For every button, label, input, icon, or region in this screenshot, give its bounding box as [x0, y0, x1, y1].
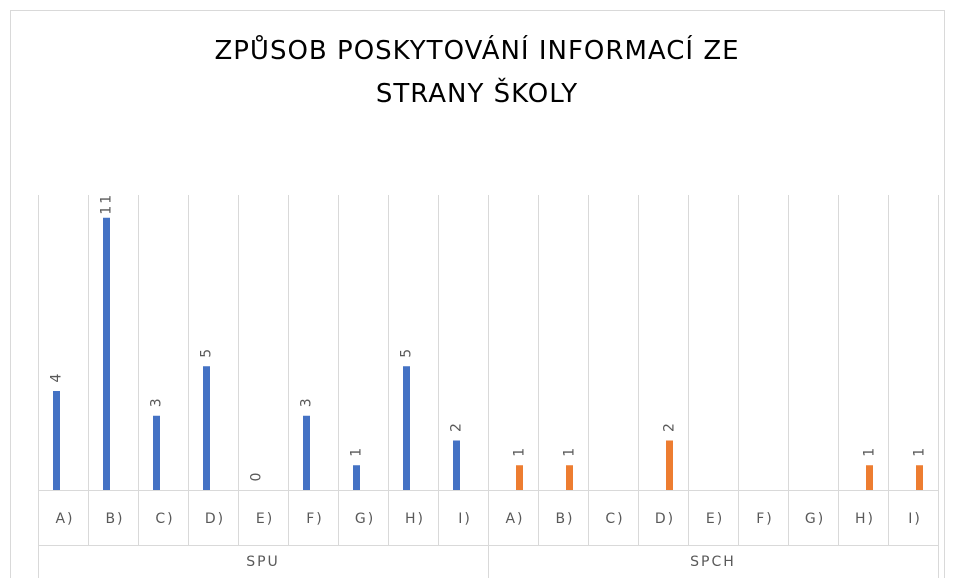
bar [403, 366, 410, 490]
bar [353, 465, 360, 490]
x-tick-label: E) [256, 511, 274, 527]
bar [666, 440, 673, 490]
x-tick-label: I) [908, 511, 922, 527]
bar [516, 465, 523, 490]
x-tick-label: F) [756, 511, 774, 527]
data-label: 3 [299, 396, 315, 407]
x-tick-label: H) [405, 511, 425, 527]
x-tick-label: A) [55, 511, 74, 527]
group-label: SPCH [690, 554, 736, 570]
chart-border [10, 10, 945, 578]
x-tick-label: B) [105, 511, 124, 527]
x-tick-label: D) [655, 511, 675, 527]
data-label: 0 [249, 471, 265, 482]
bar [103, 217, 110, 490]
x-tick-label: E) [706, 511, 724, 527]
data-label: 5 [199, 347, 215, 358]
data-label: 1 [912, 446, 928, 457]
data-label: 1 [512, 446, 528, 457]
x-tick-label: F) [306, 511, 324, 527]
bar [303, 415, 310, 490]
data-label: 5 [399, 347, 415, 358]
data-label: 1 [349, 446, 365, 457]
x-tick-label: G) [805, 511, 825, 527]
x-tick-label: D) [205, 511, 225, 527]
x-tick-label: A) [505, 511, 524, 527]
x-tick-label: B) [555, 511, 574, 527]
bar [153, 415, 160, 490]
data-label: 1 [862, 446, 878, 457]
group-label: SPU [246, 554, 280, 570]
data-label: 4 [49, 372, 65, 383]
data-label: 11 [99, 193, 115, 215]
data-label: 2 [662, 421, 678, 432]
data-label: 1 [562, 446, 578, 457]
chart-title: ZPŮSOB POSKYTOVÁNÍ INFORMACÍ ZE STRANY Š… [214, 36, 740, 109]
x-tick-label: I) [458, 511, 472, 527]
x-tick-label: C) [155, 511, 174, 527]
x-tick-label: H) [855, 511, 875, 527]
bar [53, 391, 60, 490]
bar [203, 366, 210, 490]
x-tick-label: C) [605, 511, 624, 527]
bar [566, 465, 573, 490]
bar [866, 465, 873, 490]
bar [916, 465, 923, 490]
bar [453, 440, 460, 490]
data-label: 3 [149, 396, 165, 407]
x-tick-label: G) [355, 511, 375, 527]
data-label: 2 [449, 421, 465, 432]
